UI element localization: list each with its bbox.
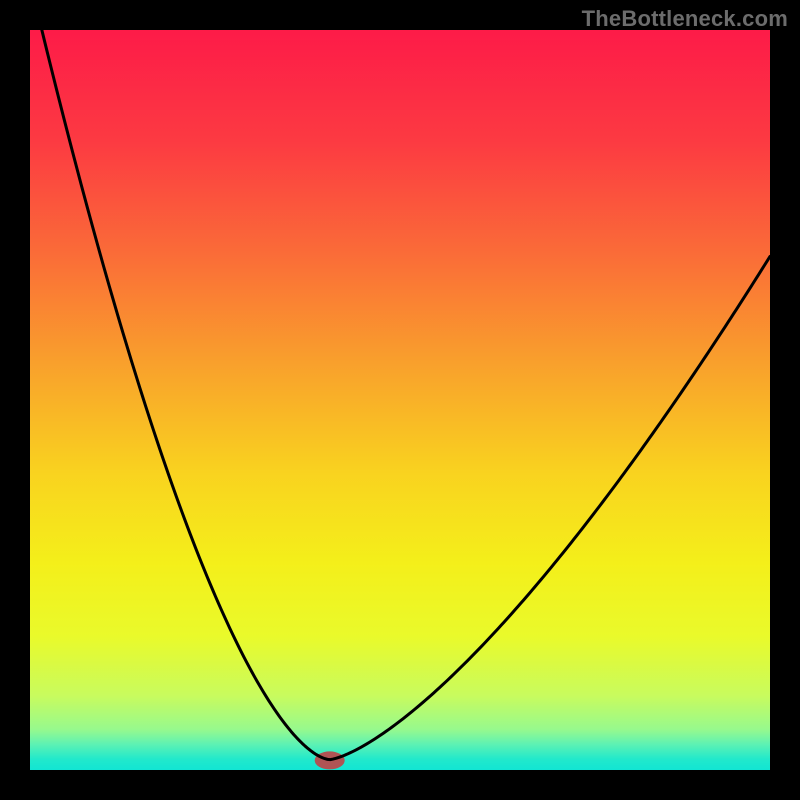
plot-background xyxy=(30,30,770,770)
watermark-text: TheBottleneck.com xyxy=(582,6,788,32)
